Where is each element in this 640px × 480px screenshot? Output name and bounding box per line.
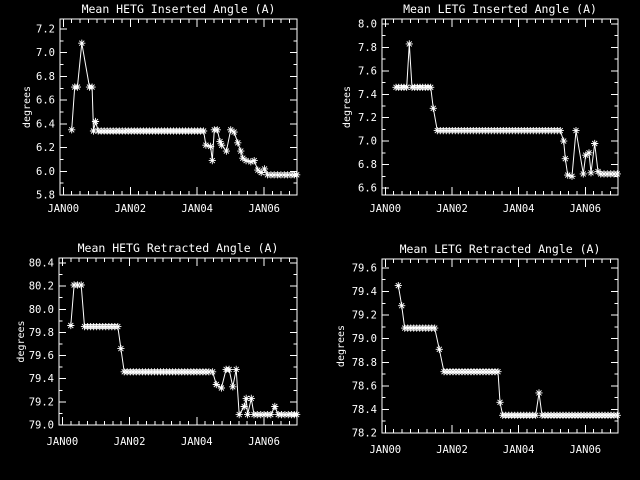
data-series-asterisk-markers bbox=[394, 282, 621, 419]
y-tick-label: 79.4 bbox=[352, 286, 377, 298]
x-tick-label: JAN04 bbox=[503, 203, 535, 215]
x-tick-label: JAN00 bbox=[369, 444, 401, 456]
x-tick-label: JAN02 bbox=[114, 203, 146, 215]
y-axis-label: degrees bbox=[336, 325, 347, 367]
y-tick-label: 78.6 bbox=[352, 380, 377, 392]
y-tick-label: 6.0 bbox=[36, 166, 55, 178]
y-tick-label: 79.0 bbox=[352, 333, 377, 345]
chart-title: Mean HETG Inserted Angle (A) bbox=[82, 2, 276, 16]
y-tick-label: 6.8 bbox=[36, 71, 55, 83]
plot-canvas: Mean LETG Retracted Angle (A) degrees 78.2… bbox=[336, 242, 621, 456]
y-tick-label: 7.0 bbox=[358, 136, 377, 148]
y-tick-label: 79.2 bbox=[352, 310, 377, 322]
y-tick-label: 79.4 bbox=[29, 373, 54, 385]
chart-title: Mean HETG Retracted Angle (A) bbox=[78, 241, 279, 255]
y-tick-label: 6.6 bbox=[36, 95, 55, 107]
x-tick-label: JAN00 bbox=[47, 203, 79, 215]
data-series-line bbox=[71, 43, 297, 176]
data-series-line bbox=[397, 285, 618, 416]
chart-letg-inserted-angle: Mean LETG Inserted Angle (A) degrees 6.6 6.… bbox=[320, 0, 640, 240]
x-tick-label: JAN06 bbox=[248, 203, 280, 215]
x-tick-label: JAN06 bbox=[248, 436, 280, 448]
y-tick-label: 79.8 bbox=[29, 327, 54, 339]
plot-canvas: Mean HETG Inserted Angle (A) degrees 5.8 6.… bbox=[22, 2, 301, 215]
data-series-asterisk-markers bbox=[68, 39, 301, 179]
y-tick-label: 7.6 bbox=[358, 65, 377, 77]
y-tick-label: 79.2 bbox=[29, 396, 54, 408]
y-tick-label: 7.8 bbox=[358, 42, 377, 54]
y-tick-label: 7.2 bbox=[36, 24, 55, 36]
y-axis-label: degrees bbox=[16, 320, 27, 362]
y-tick-label: 80.4 bbox=[29, 258, 54, 270]
x-tick-label: JAN00 bbox=[47, 436, 79, 448]
y-axis-label: degrees bbox=[22, 86, 33, 128]
data-series-asterisk-markers bbox=[392, 40, 621, 180]
axes-box bbox=[59, 18, 298, 196]
data-series-asterisk-markers bbox=[67, 281, 301, 419]
x-tick-label: JAN02 bbox=[436, 203, 468, 215]
y-tick-label: 80.0 bbox=[29, 304, 54, 316]
y-tick-label: 6.8 bbox=[358, 159, 377, 171]
y-tick-label: 78.2 bbox=[352, 428, 377, 440]
y-tick-label: 7.2 bbox=[358, 112, 377, 124]
y-tick-label: 79.0 bbox=[29, 420, 54, 432]
chart-hetg-inserted-angle: Mean HETG Inserted Angle (A) degrees 5.8 6.… bbox=[0, 0, 320, 240]
y-tick-label: 6.4 bbox=[36, 118, 55, 130]
y-tick-label: 80.2 bbox=[29, 281, 54, 293]
y-tick-label: 6.6 bbox=[358, 183, 377, 195]
axes-box bbox=[381, 258, 619, 434]
y-axis-label: degrees bbox=[342, 86, 353, 128]
y-tick-label: 79.6 bbox=[29, 350, 54, 362]
y-tick-label: 7.4 bbox=[358, 89, 377, 101]
y-tick-label: 6.2 bbox=[36, 142, 55, 154]
x-tick-label: JAN04 bbox=[181, 436, 213, 448]
y-tick-label: 5.8 bbox=[36, 190, 55, 202]
chart-title: Mean LETG Inserted Angle (A) bbox=[403, 2, 597, 16]
plot-canvas: Mean HETG Retracted Angle (A) degrees 79.0… bbox=[16, 241, 301, 448]
chart-title: Mean LETG Retracted Angle (A) bbox=[400, 242, 601, 256]
x-tick-label: JAN06 bbox=[569, 444, 601, 456]
axes-box bbox=[381, 18, 619, 196]
chart-letg-retracted-angle: Mean LETG Retracted Angle (A) degrees 78.2… bbox=[320, 240, 640, 480]
x-tick-label: JAN02 bbox=[436, 444, 468, 456]
x-tick-label: JAN06 bbox=[569, 203, 601, 215]
x-tick-label: JAN04 bbox=[181, 203, 213, 215]
y-tick-label: 78.8 bbox=[352, 357, 377, 369]
x-tick-label: JAN04 bbox=[503, 444, 535, 456]
x-tick-label: JAN00 bbox=[369, 203, 401, 215]
y-tick-label: 8.0 bbox=[358, 19, 377, 31]
y-tick-label: 78.4 bbox=[352, 404, 377, 416]
axes-box bbox=[58, 257, 298, 426]
plot-canvas: Mean LETG Inserted Angle (A) degrees 6.6 6.… bbox=[342, 2, 621, 215]
data-series-line bbox=[70, 284, 297, 417]
y-tick-label: 79.6 bbox=[352, 263, 377, 275]
chart-hetg-retracted-angle: Mean HETG Retracted Angle (A) degrees 79.0… bbox=[0, 240, 320, 480]
y-tick-label: 7.0 bbox=[36, 47, 55, 59]
x-tick-label: JAN02 bbox=[114, 436, 146, 448]
